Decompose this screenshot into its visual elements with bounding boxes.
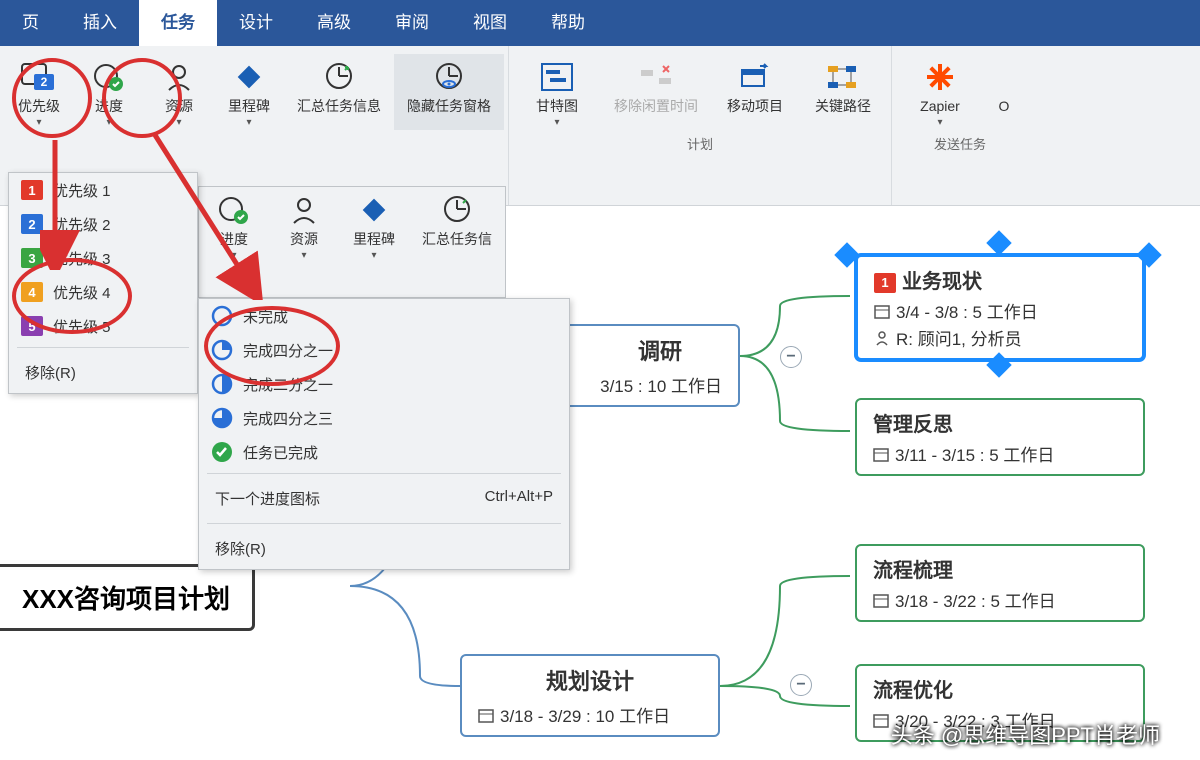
milestone-label: 里程碑 [228, 98, 270, 115]
progress-option-1[interactable]: 完成四分之一 [199, 333, 569, 367]
hide-pane-label: 隐藏任务窗格 [407, 98, 491, 115]
progress-next[interactable]: 下一个进度图标Ctrl+Alt+P [199, 478, 569, 519]
priority-option-1[interactable]: 1优先级 1 [9, 173, 197, 207]
progress-option-3[interactable]: 完成四分之三 [199, 401, 569, 435]
milestone-icon [228, 60, 270, 94]
zapier-icon [919, 60, 961, 94]
move-project-icon [734, 60, 776, 94]
node-mgmt-reflect[interactable]: 管理反思 3/11 - 3/15 : 5 工作日 [855, 398, 1145, 476]
tab-advanced[interactable]: 高级 [295, 0, 373, 46]
hide-pane-icon [428, 60, 470, 94]
tab-task[interactable]: 任务 [139, 0, 217, 46]
remove-idle-label: 移除闲置时间 [614, 98, 698, 115]
remove-idle-button[interactable]: 移除闲置时间 [601, 54, 711, 130]
resource-icon [158, 60, 200, 94]
watermark: 头条 @思维导图PPT肖老师 [891, 718, 1160, 750]
remove-idle-icon [635, 60, 677, 94]
priority-label: 优先级 [18, 98, 60, 115]
gantt-button[interactable]: 甘特图 ▾ [513, 54, 601, 130]
critical-path-icon [822, 60, 864, 94]
collapse-planning[interactable]: − [790, 674, 812, 696]
node-business-status[interactable]: 1业务现状 3/4 - 3/8 : 5 工作日 R: 顾问1, 分析员 [855, 254, 1145, 361]
root-node[interactable]: XXX咨询项目计划 [0, 564, 255, 631]
priority-option-2[interactable]: 2优先级 2 [9, 207, 197, 241]
svg-text:2: 2 [41, 75, 48, 89]
priority-option-4[interactable]: 4优先级 4 [9, 275, 197, 309]
tab-review[interactable]: 审阅 [373, 0, 451, 46]
collapse-research[interactable]: − [780, 346, 802, 368]
sub-resource-button[interactable]: 资源 ▾ [269, 187, 339, 297]
progress-button[interactable]: 进度 ▾ [74, 54, 144, 130]
progress-option-2[interactable]: 完成二分之一 [199, 367, 569, 401]
progress-label: 进度 [95, 98, 123, 115]
priority-remove[interactable]: 移除(R) [9, 352, 197, 393]
resource-button[interactable]: 资源 ▾ [144, 54, 214, 130]
group-send-label: 发送任务 [896, 130, 1024, 155]
node-process-map[interactable]: 流程梳理 3/18 - 3/22 : 5 工作日 [855, 544, 1145, 622]
progress-option-0[interactable]: 未完成 [199, 299, 569, 333]
priority-icon: 2 [18, 60, 60, 94]
zapier-button[interactable]: Zapier ▾ [896, 54, 984, 130]
priority-dropdown: 1优先级 1 2优先级 2 3优先级 3 4优先级 4 5优先级 5 移除(R) [8, 172, 198, 394]
tab-page[interactable]: 页 [0, 0, 61, 46]
progress-icon [88, 60, 130, 94]
sub-progress-icon [213, 193, 255, 227]
tab-design[interactable]: 设计 [217, 0, 295, 46]
priority-option-3[interactable]: 3优先级 3 [9, 241, 197, 275]
sub-ribbon: 进度 ▾ 资源 ▾ 里程碑 ▾ 汇总任务信 [198, 186, 506, 298]
selection-handle[interactable] [986, 230, 1011, 255]
menu-bar: 页 插入 任务 设计 高级 审阅 视图 帮助 [0, 0, 1200, 46]
gantt-icon [536, 60, 578, 94]
group-plan-label: 计划 [513, 130, 887, 155]
gantt-label: 甘特图 [536, 98, 578, 115]
sub-milestone-button[interactable]: 里程碑 ▾ [339, 187, 409, 297]
priority-option-5[interactable]: 5优先级 5 [9, 309, 197, 343]
progress-option-4[interactable]: 任务已完成 [199, 435, 569, 469]
move-project-button[interactable]: 移动项目 [711, 54, 799, 130]
sub-progress-button[interactable]: 进度 ▾ [199, 187, 269, 297]
priority-button[interactable]: 2 优先级 ▾ [4, 54, 74, 130]
sub-summary-button[interactable]: 汇总任务信 [409, 187, 505, 297]
summary-label: 汇总任务信息 [297, 98, 381, 115]
milestone-button[interactable]: 里程碑 ▾ [214, 54, 284, 130]
node-planning[interactable]: 规划设计 3/18 - 3/29 : 10 工作日 [460, 654, 720, 737]
o-button[interactable]: O [984, 54, 1024, 130]
resource-label: 资源 [165, 98, 193, 115]
progress-dropdown: 未完成 完成四分之一 完成二分之一 完成四分之三 任务已完成 下一个进度图标Ct… [198, 298, 570, 570]
critical-path-label: 关键路径 [815, 98, 871, 115]
critical-path-button[interactable]: 关键路径 [799, 54, 887, 130]
tab-help[interactable]: 帮助 [529, 0, 607, 46]
tab-view[interactable]: 视图 [451, 0, 529, 46]
summary-icon [318, 60, 360, 94]
hide-pane-button[interactable]: 隐藏任务窗格 [394, 54, 504, 130]
tab-insert[interactable]: 插入 [61, 0, 139, 46]
progress-remove[interactable]: 移除(R) [199, 528, 569, 569]
move-project-label: 移动项目 [727, 98, 783, 115]
zapier-label: Zapier [920, 98, 960, 115]
summary-button[interactable]: 汇总任务信息 [284, 54, 394, 130]
